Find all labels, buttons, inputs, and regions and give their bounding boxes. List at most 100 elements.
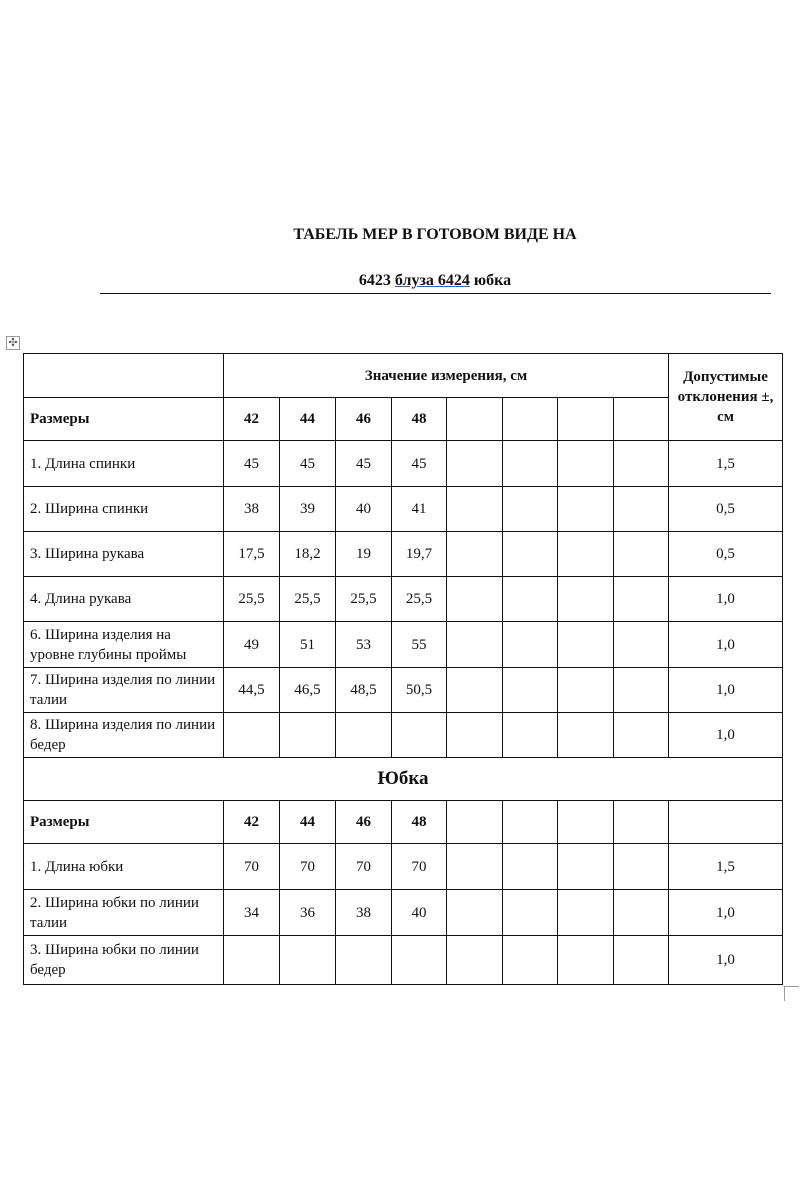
measurement-value [557,576,614,622]
measurement-label: 1. Длина юбки [23,843,224,890]
table-row: 7. Ширина изделия по линии талии 44,5 46,5… [23,667,783,713]
empty-cell [668,800,783,844]
measurement-value: 45 [335,440,392,487]
measurement-value [502,843,558,890]
measurement-value [613,440,669,487]
measurement-value: 41 [391,486,447,532]
measurement-value [446,889,503,936]
measurement-value: 48,5 [335,667,392,713]
measurement-value [557,712,614,758]
size-cell: 48 [391,397,447,441]
tolerance-value: 1,0 [668,935,783,985]
measurement-value: 40 [335,486,392,532]
section-title-skirt: Юбка [23,757,783,801]
measurement-table: Значение измерения, см Допустимые отклоне… [23,353,783,985]
measurement-value: 50,5 [391,667,447,713]
measurement-value: 17,5 [223,531,280,577]
measurement-value [613,621,669,668]
measurement-label: 3. Ширина рукава [23,531,224,577]
sizes-row: Размеры 42 44 46 48 [23,397,783,441]
tolerance-value: 1,0 [668,576,783,622]
header-row: Значение измерения, см Допустимые отклоне… [23,353,783,441]
measurement-label: 8. Ширина изделия по линии бедер [23,712,224,758]
tolerance-header: Допустимые отклонения ±, см [668,353,783,441]
size-cell: 44 [279,800,336,844]
measurement-value: 70 [335,843,392,890]
measurement-value [502,712,558,758]
measurement-value: 45 [391,440,447,487]
table-row: 4. Длина рукава 25,5 25,5 25,5 25,5 1,0 [23,576,783,622]
measurement-value [613,843,669,890]
table-row: 1. Длина юбки 70 70 70 70 1,5 [23,843,783,890]
measurement-label: 6. Ширина изделия на уровне глубины прой… [23,621,224,668]
measurement-value [557,621,614,668]
measurement-label: 1. Длина спинки [23,440,224,487]
size-cell [613,800,669,844]
subtitle-part: юбка [469,272,512,289]
measurement-value [502,889,558,936]
table-row: 2. Ширина юбки по линии талии 34 36 38 40 1,0 [23,889,783,936]
subtitle-part-underlined: блуза 6424 [394,272,470,289]
measurement-value [613,486,669,532]
measurement-value: 39 [279,486,336,532]
measurement-value [446,440,503,487]
size-cell [446,397,503,441]
measurement-value [446,667,503,713]
measurement-value [502,486,558,532]
size-cell: 42 [223,397,280,441]
measurement-value [557,531,614,577]
size-cell: 42 [223,800,280,844]
measurement-value [446,843,503,890]
measurement-value [502,531,558,577]
size-cell: 44 [279,397,336,441]
measurement-value: 38 [335,889,392,936]
measurement-value: 40 [391,889,447,936]
table-resize-handle[interactable] [784,986,799,1001]
measurement-value: 70 [279,843,336,890]
measurement-value: 45 [279,440,336,487]
measurement-value [613,889,669,936]
document-title: ТАБЕЛЬ МЕР В ГОТОВОМ ВИДЕ НА [293,226,577,243]
measurement-value [557,889,614,936]
size-cell [502,800,558,844]
size-cell [613,397,669,441]
tolerance-value: 1,0 [668,621,783,668]
subtitle-part: 6423 [358,272,395,289]
measurement-value [557,667,614,713]
measurement-value: 51 [279,621,336,668]
measurement-value [279,712,336,758]
table-row: 1. Длина спинки 45 45 45 45 1,5 [23,440,783,487]
measurement-value [446,712,503,758]
table-row: 6. Ширина изделия на уровне глубины прой… [23,621,783,668]
table-row: 2. Ширина спинки 38 39 40 41 0,5 [23,486,783,532]
tolerance-value: 0,5 [668,531,783,577]
measurement-label: 2. Ширина спинки [23,486,224,532]
table-row: 8. Ширина изделия по линии бедер 1,0 [23,712,783,758]
measurement-value [391,935,447,985]
measurement-value: 49 [223,621,280,668]
measurement-value: 53 [335,621,392,668]
section-row: Юбка [23,757,783,801]
measurement-value [446,531,503,577]
measurement-value [335,935,392,985]
sizes-label: Размеры [23,800,224,844]
measurement-value [502,667,558,713]
measurement-value [502,440,558,487]
tolerance-value: 1,0 [668,712,783,758]
measurement-value [613,712,669,758]
measurement-value [557,440,614,487]
table-row: 3. Ширина рукава 17,5 18,2 19 19,7 0,5 [23,531,783,577]
sizes-label: Размеры [23,397,224,441]
measurement-label: 2. Ширина юбки по линии талии [23,889,224,936]
move-handle-icon[interactable]: ✣ [6,336,20,350]
measurement-value [502,621,558,668]
size-cell [446,800,503,844]
measurement-value: 55 [391,621,447,668]
tolerance-value: 1,5 [668,440,783,487]
measurement-value [502,576,558,622]
measurement-value [446,576,503,622]
tolerance-value: 1,5 [668,843,783,890]
measurement-value: 34 [223,889,280,936]
size-cell [557,397,614,441]
measurement-value [613,576,669,622]
